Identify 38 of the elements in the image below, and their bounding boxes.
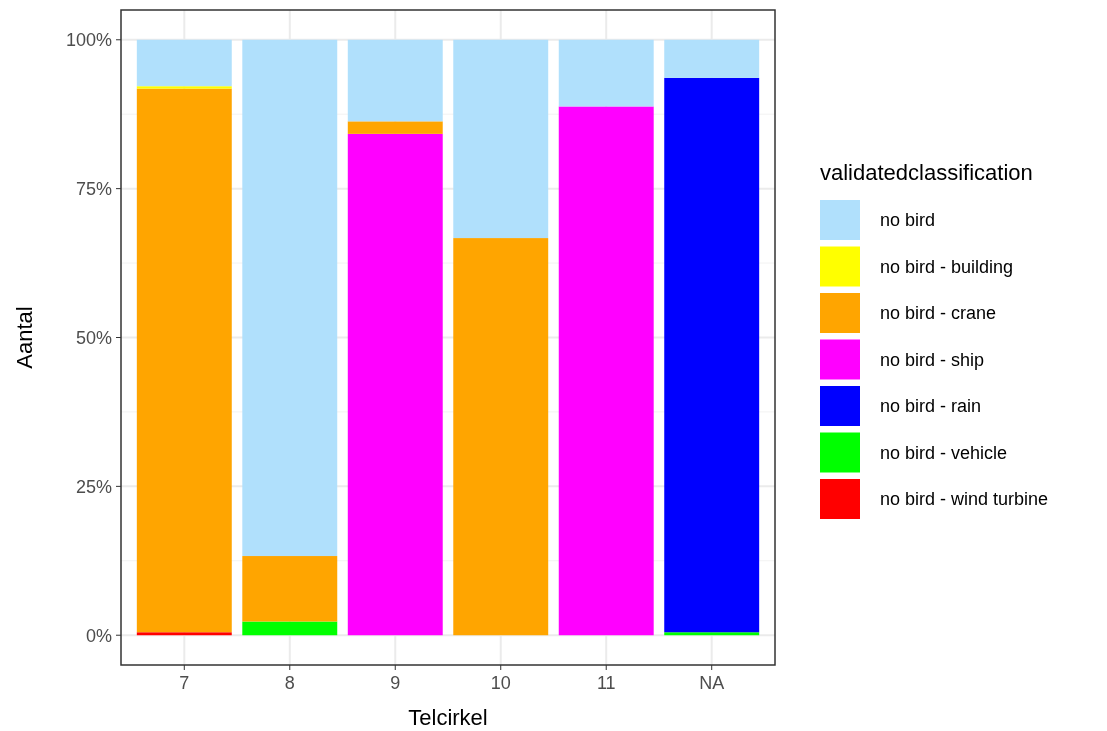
bar: [347, 39, 443, 122]
bar: [347, 133, 443, 636]
x-tick-label: 8: [284, 673, 295, 693]
bar: [242, 39, 338, 557]
legend-title: validatedclassification: [820, 160, 1033, 185]
legend-label: no bird - crane: [880, 303, 997, 324]
legend-label: no bird - wind turbine: [880, 489, 1049, 510]
legend-label: no bird - building: [880, 256, 1014, 277]
bar: [453, 39, 549, 239]
legend-label: no bird - rain: [880, 396, 982, 417]
bar: [664, 77, 760, 633]
y-tick-label: 100%: [65, 30, 112, 51]
x-tick-label: 10: [490, 673, 511, 693]
x-tick-label: 9: [390, 673, 401, 693]
legend-label: no bird - vehicle: [880, 442, 1008, 463]
x-tick-label: 7: [179, 673, 190, 693]
y-tick-label: 50%: [75, 327, 112, 348]
x-tick-label: NA: [699, 673, 725, 693]
bar: [664, 39, 760, 78]
y-tick-label: 0%: [85, 625, 112, 646]
bar: [136, 88, 232, 633]
y-tick-label: 25%: [75, 476, 112, 497]
legend-label: no bird - ship: [880, 349, 985, 370]
bar: [242, 556, 338, 622]
y-axis-title: Aantal: [12, 306, 37, 369]
bar: [136, 39, 232, 87]
bar: [558, 106, 654, 636]
bar: [558, 39, 654, 107]
bar: [664, 632, 760, 636]
bar: [347, 121, 443, 134]
bar: [136, 86, 232, 89]
bar: [453, 238, 549, 636]
legend-label: no bird: [880, 210, 936, 231]
bar: [136, 632, 232, 636]
x-axis-title: Telcirkel: [408, 705, 488, 730]
y-tick-label: 75%: [75, 178, 112, 199]
x-tick-label: 11: [596, 673, 616, 693]
bar: [242, 621, 338, 636]
